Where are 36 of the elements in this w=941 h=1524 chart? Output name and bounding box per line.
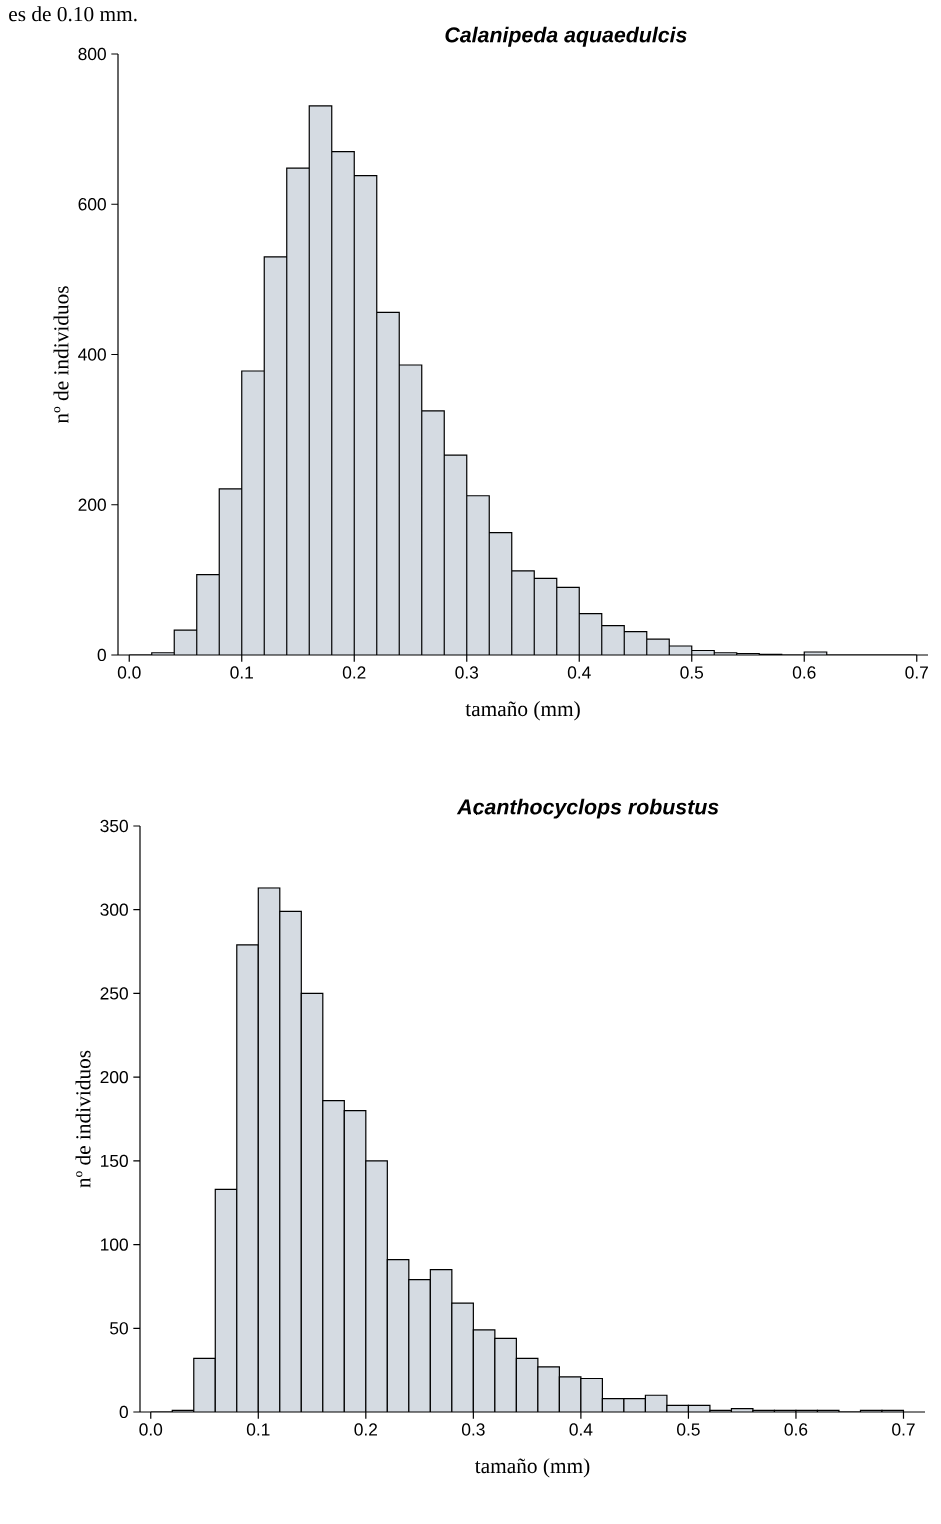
y-tick-label: 150	[101, 1154, 128, 1167]
x-tick-label: 0.0	[117, 666, 141, 679]
y-tick-label: 250	[100, 987, 128, 1000]
x-tick-label: 0.3	[455, 666, 479, 679]
x-tick-label: 0.5	[680, 666, 704, 679]
x-tick-label: 0.7	[905, 666, 928, 679]
x-axis-title: tamaño (mm)	[465, 701, 580, 721]
x-tick-label: 0.2	[342, 666, 366, 679]
y-tick-label: 200	[100, 1070, 128, 1084]
y-tick-label: 300	[100, 903, 128, 916]
y-tick-label: 100	[101, 1238, 128, 1251]
x-tick-label: 0.1	[246, 1423, 270, 1436]
y-axis-title: nº de individuos	[75, 1050, 91, 1188]
x-tick-label: 0.1	[230, 666, 253, 679]
y-tick-label: 800	[78, 47, 106, 61]
x-tick-label: 0.6	[784, 1423, 808, 1436]
text: es de 0.10 mm.	[9, 6, 137, 22]
chart-title: Acanthocyclops robustus	[456, 798, 719, 819]
x-tick-label: 0.4	[569, 1423, 593, 1436]
x-tick-label: 0.0	[139, 1423, 163, 1436]
y-tick-label: 400	[78, 348, 106, 361]
x-tick-label: 0.3	[461, 1423, 485, 1436]
x-tick-label: 0.6	[792, 666, 816, 679]
y-tick-label: 600	[78, 198, 106, 211]
x-tick-label: 0.5	[677, 1423, 700, 1436]
x-tick-label: 0.4	[567, 666, 591, 679]
x-axis-title: tamaño (mm)	[474, 1458, 590, 1478]
y-tick-label: 200	[78, 498, 106, 511]
y-tick-label: 350	[100, 819, 128, 833]
y-tick-label: 0	[119, 1405, 128, 1419]
x-tick-label: 0.2	[354, 1423, 377, 1436]
y-axis-title: nº de individuos	[53, 286, 69, 424]
chart-title: Calanipeda aquaedulcis	[445, 26, 687, 47]
x-tick-label: 0.7	[892, 1423, 915, 1436]
y-tick-label: 50	[110, 1322, 128, 1335]
y-tick-label: 0	[97, 648, 106, 662]
